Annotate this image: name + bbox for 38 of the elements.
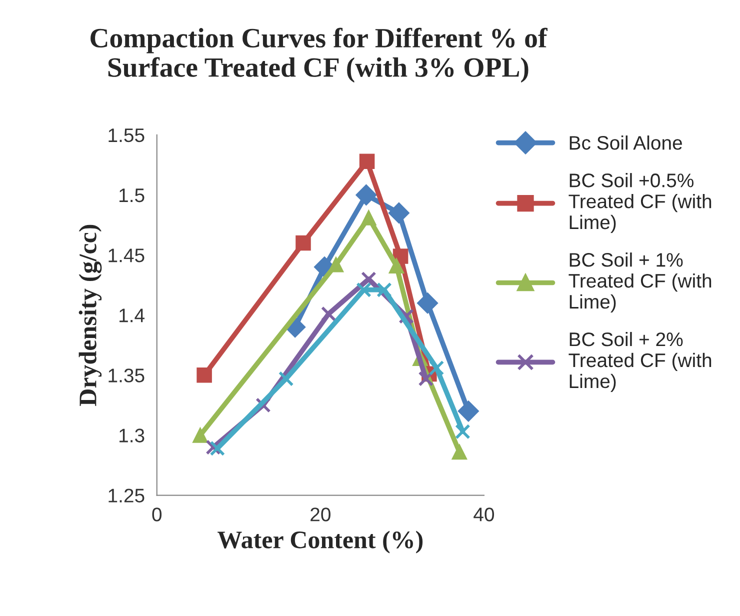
legend-label: BC Soil + 2% Treated CF (with Lime)	[568, 332, 712, 392]
point	[388, 258, 404, 274]
y-tick-label: 1.4	[120, 308, 145, 322]
y-tick-label: 1.45	[108, 248, 144, 262]
point	[206, 440, 221, 455]
point	[376, 282, 392, 298]
point	[210, 440, 226, 456]
point	[455, 424, 470, 440]
x-tick-label: 40	[474, 508, 494, 522]
point	[388, 202, 410, 224]
point	[196, 368, 212, 383]
point	[278, 371, 294, 386]
chart-title: Compaction Curves for Different % of Surface Treated CF (with 3% OPL)	[90, 28, 548, 83]
point	[428, 360, 444, 376]
x-axis-title: Water Content (%)	[218, 530, 423, 554]
point	[417, 292, 438, 314]
point	[296, 235, 311, 251]
y-tick-label: 1.3	[120, 428, 144, 442]
point	[359, 154, 375, 169]
x-tick-label: 20	[310, 508, 330, 522]
point	[458, 400, 479, 422]
point	[361, 210, 376, 226]
legend-label: BC Soil +0.5% Treated CF (with Lime)	[568, 173, 712, 234]
point	[452, 444, 468, 460]
y-axis-title: Drydensity (g/cc)	[78, 224, 102, 406]
point	[418, 371, 434, 386]
point	[320, 306, 336, 322]
point	[192, 428, 208, 443]
point	[328, 256, 344, 272]
x-tick-label: 0	[152, 508, 162, 522]
point	[356, 184, 377, 206]
legend-label: Bc Soil Alone	[570, 135, 682, 150]
y-tick-label: 1.5	[120, 188, 144, 202]
y-tick-label: 1.35	[108, 368, 144, 382]
legend-label: BC Soil + 1% Treated CF (with Lime)	[568, 252, 712, 313]
y-tick-label: 1.25	[108, 488, 144, 502]
point	[356, 282, 372, 298]
y-tick-label: 1.55	[108, 128, 144, 142]
